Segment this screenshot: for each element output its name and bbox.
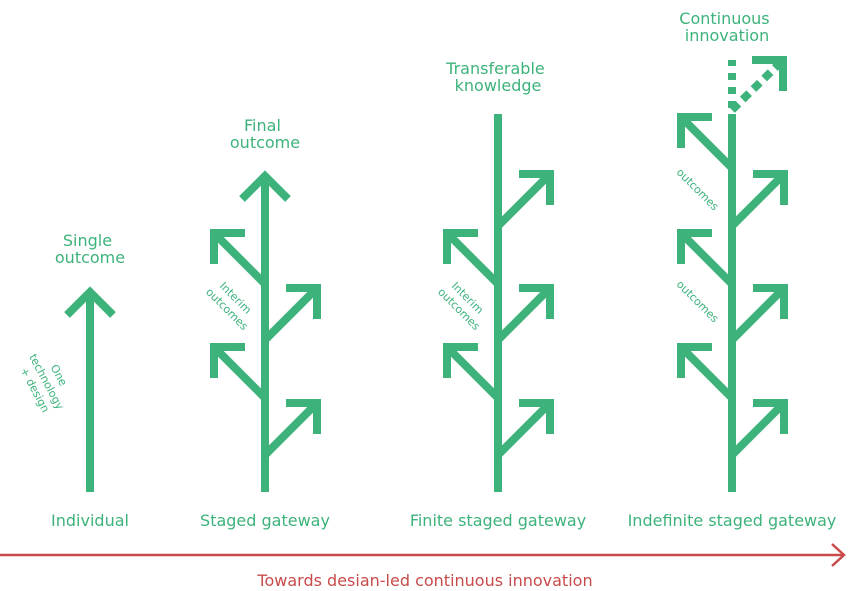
finite-staged-gateway-column: Transferable knowledge Interim outcomes …	[410, 59, 586, 530]
single-outcome-label: Single outcome	[55, 231, 125, 267]
indefinite-branch-right-3	[729, 400, 787, 458]
indefinite-staged-gateway-column: Continuous innovation outcomes outcomes …	[628, 9, 837, 530]
finite-branch-right-1	[495, 171, 553, 229]
staged-interim-outcomes-label: Interim outcomes	[203, 276, 260, 333]
staged-branch-left-1-head	[210, 229, 245, 264]
axis-label: Towards desian-led continuous innovation	[256, 571, 592, 590]
staged-branch-left-2-head	[210, 343, 245, 378]
staged-gateway-column: Final outcome Interim outcomes Staged ga…	[200, 116, 330, 530]
staged-branch-right-1	[262, 285, 320, 343]
staged-branch-right-2-head	[286, 399, 321, 434]
finite-branch-left-1-head	[443, 229, 478, 264]
staged-branch-right-1-head	[286, 284, 321, 319]
finite-interim-outcomes-label: Interim outcomes	[435, 276, 492, 333]
staged-branch-left-2	[211, 344, 268, 401]
continuous-innovation-label: Continuous innovation	[679, 9, 774, 45]
finite-branch-left-2-head	[443, 343, 478, 378]
indefinite-branch-right-2	[729, 285, 787, 343]
indefinite-branch-right-2-head	[753, 284, 788, 319]
one-technology-design-label: One technology + design	[14, 345, 81, 421]
indefinite-branch-left-2	[678, 230, 735, 287]
individual-column: Single outcome One technology + design	[14, 231, 125, 492]
finite-branch-right-3-head	[519, 399, 554, 434]
indefinite-branch-left-2-head	[677, 229, 712, 264]
single-arrowhead	[64, 286, 116, 318]
final-outcome-label: Final outcome	[230, 116, 300, 152]
indefinite-branch-left-3-head	[677, 343, 712, 378]
indefinite-branch-left-1	[678, 114, 735, 171]
staged-branch-left-1	[211, 230, 268, 287]
indefinite-outcomes-label-1: outcomes	[674, 166, 722, 214]
axis-arrowhead	[831, 543, 846, 567]
finite-branch-left-2	[444, 344, 501, 401]
individual-label: Individual	[51, 511, 129, 530]
final-outcome-arrowhead	[239, 170, 291, 202]
indefinite-branch-left-3	[678, 344, 735, 401]
finite-branch-left-1	[444, 230, 501, 287]
finite-branch-right-1-head	[519, 170, 554, 205]
indefinite-branch-right-3-head	[753, 399, 788, 434]
transferable-knowledge-label: Transferable knowledge	[445, 59, 550, 95]
staged-gateway-label: Staged gateway	[200, 511, 330, 530]
indefinite-staged-gateway-label: Indefinite staged gateway	[628, 511, 837, 530]
finite-branch-right-2-head	[519, 284, 554, 319]
indefinite-branch-right-1	[729, 171, 787, 229]
indefinite-branch-right-1-head	[753, 170, 788, 205]
continuous-innovation-dashed-branch	[729, 57, 786, 113]
finite-branch-right-2	[495, 285, 553, 343]
staged-branch-right-2	[262, 400, 320, 458]
finite-staged-gateway-label: Finite staged gateway	[410, 511, 586, 530]
finite-branch-right-3	[495, 400, 553, 458]
progression-axis: Towards desian-led continuous innovation	[0, 543, 846, 590]
indefinite-branch-left-1-head	[677, 113, 712, 148]
continuous-innovation-arrowhead	[752, 56, 787, 91]
indefinite-outcomes-label-2: outcomes	[674, 278, 722, 326]
